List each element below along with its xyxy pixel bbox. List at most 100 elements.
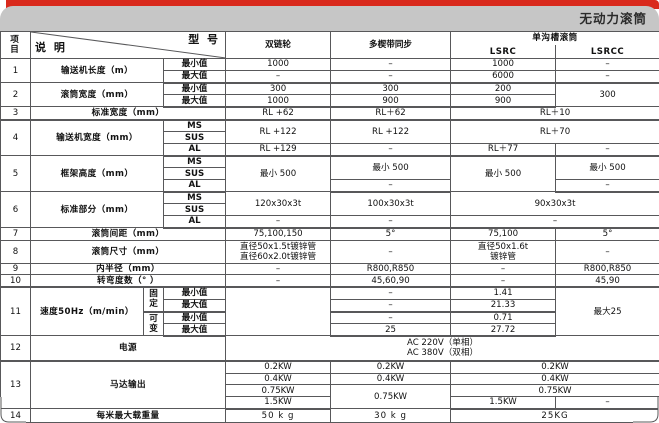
row-9-c1: –	[225, 262, 332, 276]
table-row: 最大值 – – 6000 –	[1, 69, 659, 84]
row-11-c2-fixed-min: –	[330, 286, 452, 300]
row-label-11: 速度50Hz（m/min）	[30, 286, 144, 337]
row-1-sub-max: 最大值	[162, 69, 227, 84]
row-no-7: 7	[0, 227, 31, 241]
row-4-c1-al: RL +129	[225, 142, 332, 157]
row-13-c1-1: 0.2KW	[225, 360, 332, 374]
row-12-power-line1: AC 220V（单相）	[406, 338, 479, 349]
row-11-group-fixed: 固 定	[143, 286, 164, 313]
row-9-c2: R800,R850	[330, 262, 452, 276]
table-row: 4 输送机宽度（mm） MS RL +122 RL +122 RL＋70	[0, 119, 659, 157]
row-label-4: 输送机宽度（mm）	[30, 119, 164, 157]
row-8-c3b: –	[555, 239, 659, 264]
row-14-c1: 50 k g	[225, 408, 332, 423]
row-10-c2: 45,60,90	[330, 274, 452, 289]
header-diagonal-cell: 说 明 型 号	[29, 30, 227, 60]
row-10-c1: –	[225, 274, 332, 289]
row-5-c3b-al: –	[555, 179, 659, 193]
row-1-c3a-max: 6000	[450, 69, 557, 84]
row-8-c1: 直径50x1.5t镀锌管 直径60x2.0t镀锌管	[225, 239, 332, 264]
row-5-c3b-ms-sus: 最小 500	[555, 155, 659, 181]
row-7-c2: 5°	[330, 227, 452, 241]
row-6-c1-ms-sus: 120x30x3t	[225, 191, 332, 217]
row-label-1: 输送机长度（m）	[30, 58, 164, 84]
row-11-group-variable: 可 变	[143, 310, 164, 337]
page-banner: 无动力滚筒	[0, 0, 659, 32]
row-10-c3b: 45,90	[555, 274, 659, 289]
row-no-1: 1	[0, 58, 31, 84]
row-11-c3a-fixed-max: 21.33	[450, 298, 557, 313]
row-11-group-fixed-c2: 定	[149, 299, 158, 310]
table-row: 5 框架高度（mm） MS 最小 500 最小 500 最小 500 最小 50…	[0, 155, 659, 193]
table-row: 11 速度50Hz（m/min） 固 定 最小值 – 1.41 最大25	[0, 286, 659, 337]
specification-table: 项 目 说 明 型 号 双链轮 多楔带同步 单沟槽滚筒 LSRC LSRCC 1…	[0, 30, 659, 423]
row-no-4: 4	[0, 119, 31, 157]
row-4-c3a-al: RL＋77	[450, 142, 557, 157]
row-1-c1-min: 1000	[225, 58, 332, 71]
table-row: 9 内半径（mm） – R800,R850 – R800,R850	[0, 262, 659, 276]
row-11-c2-var-max: 25	[330, 323, 452, 337]
row-4-c3-ms-sus: RL＋70	[450, 119, 659, 144]
row-label-14: 每米最大载重量	[29, 408, 227, 423]
row-11-c2-fixed-max: –	[330, 298, 452, 313]
row-5-c3a: 最小 500	[450, 155, 557, 193]
row-12-power-value: AC 220V（单相） AC 380V（双相）	[225, 335, 659, 363]
row-10-c3a: –	[450, 274, 557, 289]
row-1-sub-min: 最小值	[162, 58, 227, 71]
row-6-c1-al: –	[225, 215, 332, 229]
row-label-6: 标准部分（mm）	[30, 191, 164, 229]
row-2-c3b: 300	[555, 82, 659, 108]
row-no-2: 2	[0, 82, 31, 108]
row-no-14: 14	[0, 408, 31, 423]
row-11-c3a-var-min: 0.71	[450, 310, 557, 325]
row-13-c1-3: 0.75KW	[225, 384, 332, 398]
row-2-c2-min: 300	[330, 82, 452, 96]
header-col-double-sprocket: 双链轮	[225, 30, 332, 60]
row-2-sub-min: 最小值	[162, 82, 227, 96]
row-5-c1: 最小 500	[225, 155, 332, 193]
row-no-12: 12	[0, 335, 31, 363]
row-no-3: 3	[0, 106, 31, 121]
row-11-sub-var-max: 最大值	[162, 323, 227, 337]
row-6-c2-ms-sus: 100x30x3t	[330, 191, 452, 217]
row-label-10: 转弯度数（° ）	[29, 274, 227, 289]
row-11-group-fixed-c1: 固	[149, 289, 158, 300]
red-accent-bar	[6, 0, 659, 9]
table-row: 12 电源 AC 220V（单相） AC 380V（双相）	[0, 335, 659, 363]
header-col-group-single-groove: 单沟槽滚筒	[450, 31, 659, 46]
header-col-lsrcc: LSRCC	[555, 45, 659, 60]
table-row: 1.5KW 1.5KW –	[1, 396, 659, 410]
row-2-sub-max: 最大值	[162, 94, 227, 108]
row-11-sub-fixed-min: 最小值	[162, 286, 227, 300]
row-1-c3b-min: –	[555, 58, 659, 71]
row-13-c1-2: 0.4KW	[225, 372, 332, 386]
row-6-c3-al: –	[450, 215, 659, 229]
row-1-c1-max: –	[225, 69, 332, 84]
row-14-c3: 25KG	[450, 408, 659, 423]
row-13-c3-3: 0.75KW	[450, 384, 659, 398]
table-row: AL – –	[1, 179, 659, 193]
row-6-c3-ms-sus: 90x30x3t	[450, 191, 659, 217]
row-4-c2-ms-sus: RL +122	[330, 119, 452, 144]
row-4-c2-al: –	[330, 142, 452, 157]
table-row: 3 标准宽度（mm） RL +62 RL＋62 RL＋10	[0, 106, 659, 121]
row-label-13: 马达输出	[29, 360, 227, 410]
row-5-c2-al: –	[330, 179, 452, 193]
row-11-sub-fixed-max: 最大值	[162, 298, 227, 313]
row-13-c3b-4: –	[555, 396, 659, 410]
row-11-group-variable-c2: 变	[149, 323, 158, 334]
row-8-c3a: 直径50x1.6t 镀锌管	[450, 239, 557, 264]
table-row: 最大值 1000 900 900	[1, 94, 659, 108]
row-1-c2-max: –	[330, 69, 452, 84]
row-11-sub-var-min: 最小值	[162, 310, 227, 325]
row-5-c2-ms-sus: 最小 500	[330, 155, 452, 181]
row-1-c3b-max: –	[555, 69, 659, 84]
row-7-c3a: 75,100	[450, 227, 557, 241]
row-2-c3a-max: 900	[450, 94, 557, 108]
row-5-sub-al: AL	[162, 179, 227, 193]
header-item-no: 项 目	[0, 30, 31, 60]
table-row: 最大值 – 21.33	[1, 298, 659, 313]
row-label-7: 滚筒间距（mm）	[29, 227, 227, 241]
row-5-sub-ms: MS	[162, 155, 227, 169]
